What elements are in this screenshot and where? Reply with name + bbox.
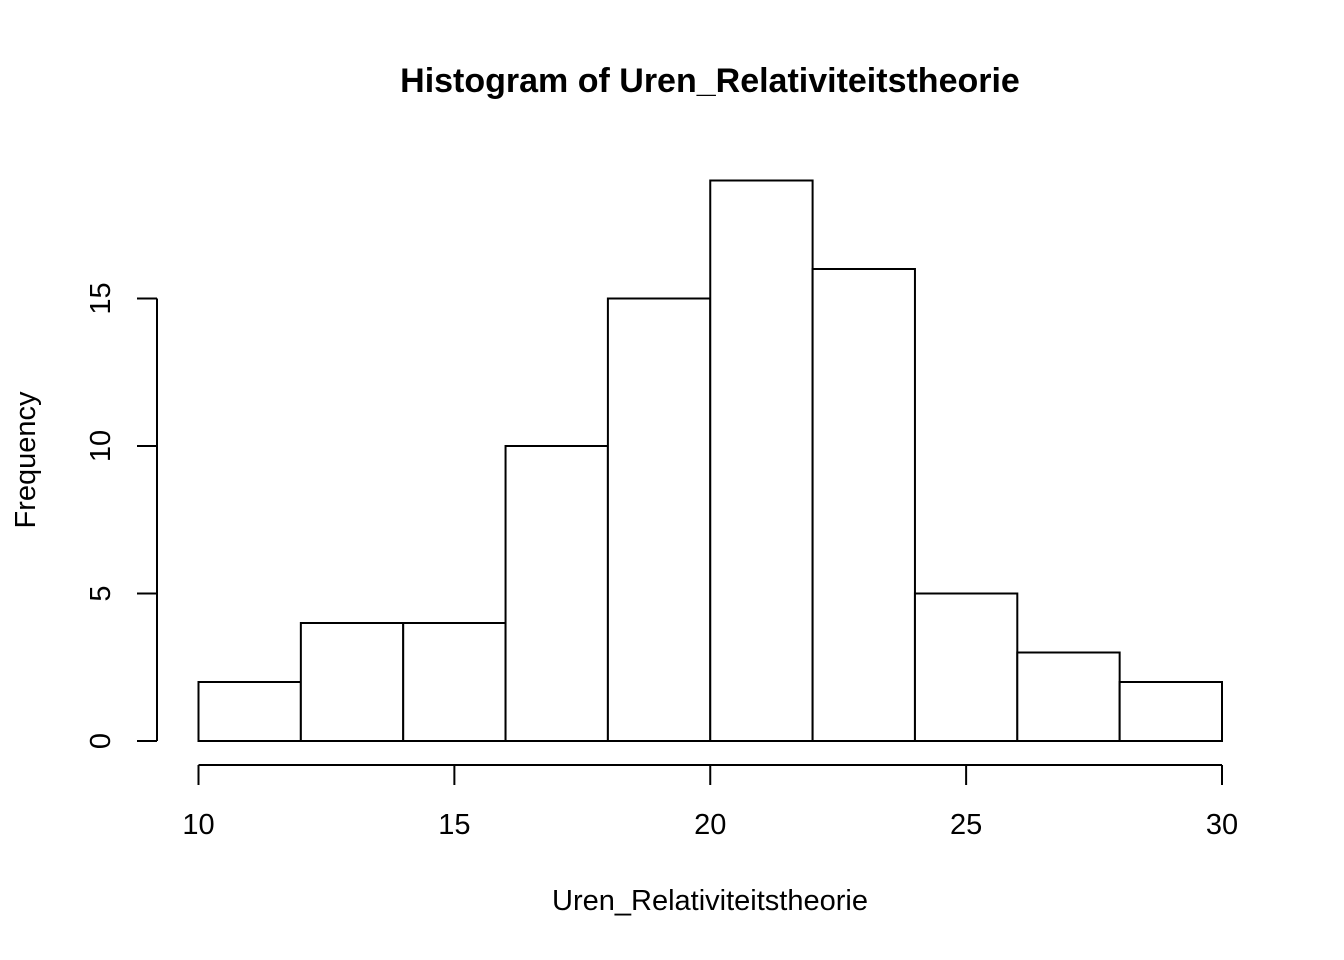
histogram-bar [1118,681,1224,742]
x-tick-label: 15 [438,809,470,841]
y-tick-label: 15 [85,282,117,314]
histogram-bar [913,592,1019,742]
x-tick-label: 30 [1206,809,1238,841]
y-tick-label: 10 [85,430,117,462]
y-tick-label: 5 [85,585,117,601]
histogram-bar [197,681,302,742]
x-axis-label: Uren_Relativiteitstheorie [552,885,868,917]
histogram-bar [1016,651,1121,742]
x-axis: 10 15 20 25 30 [182,764,1238,841]
y-axis: 0 5 10 15 [85,282,158,749]
x-tick-label: 10 [182,809,214,841]
bars-group [197,179,1224,742]
x-tick-label: 20 [694,809,726,841]
x-tick-label: 25 [950,809,982,841]
histogram-bar [606,297,712,742]
histogram-bar [402,622,507,742]
histogram-bar [299,622,405,742]
histogram-bar [709,179,814,742]
chart-title: Histogram of Uren_Relativiteitstheorie [400,62,1020,100]
histogram-bar [811,268,916,742]
histogram-bar [504,445,609,742]
y-axis-label: Frequency [10,391,42,529]
y-tick-label: 0 [85,733,117,749]
